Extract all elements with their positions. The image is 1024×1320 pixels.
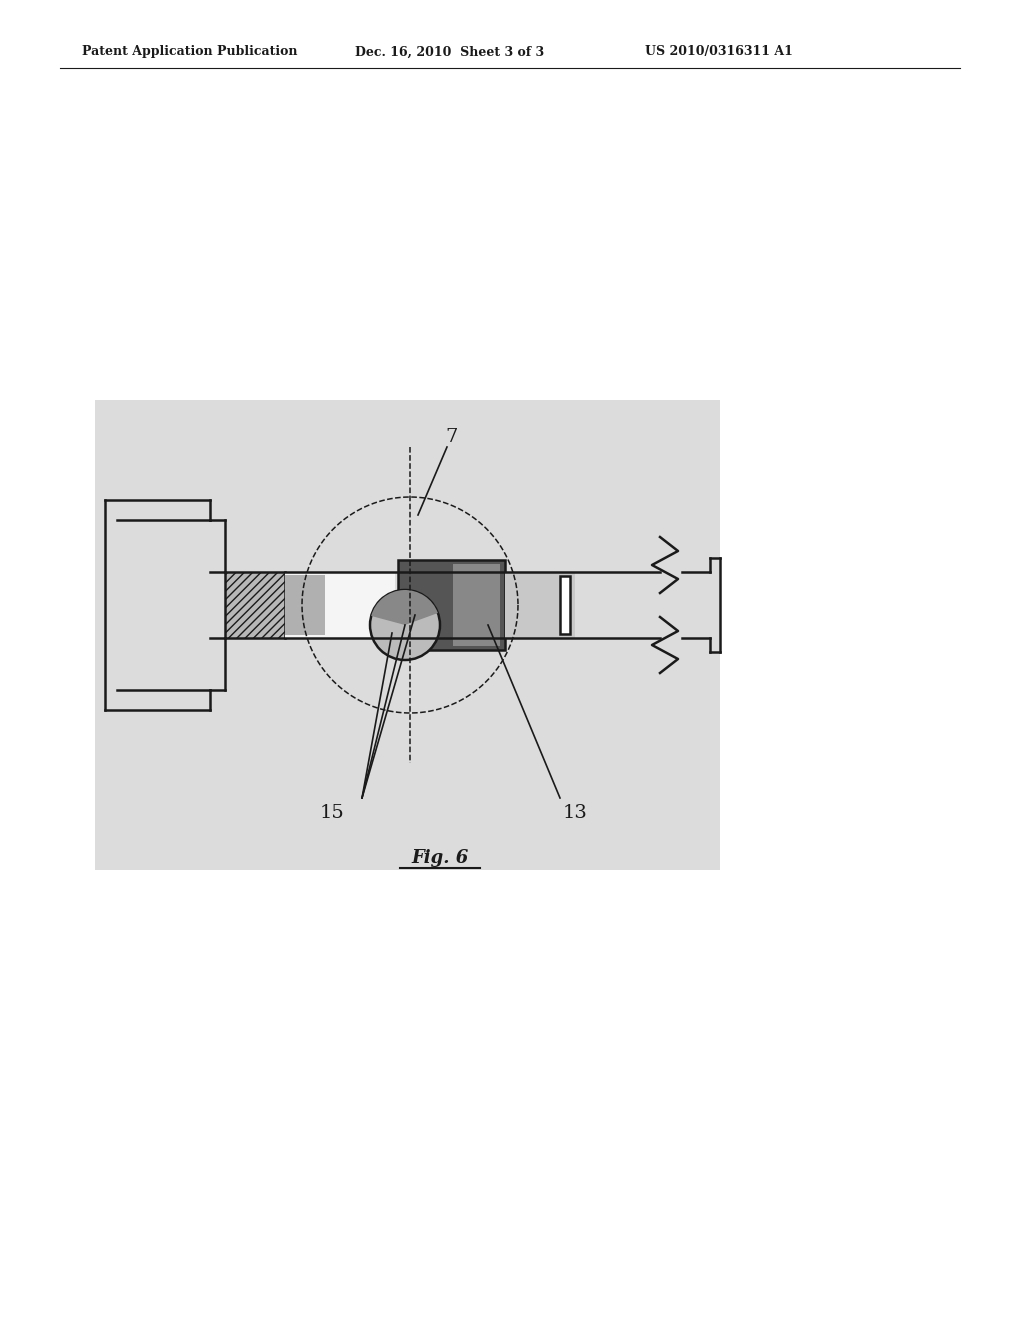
Bar xyxy=(225,572,285,638)
Text: 7: 7 xyxy=(445,428,458,446)
Text: US 2010/0316311 A1: US 2010/0316311 A1 xyxy=(645,45,793,58)
Text: Dec. 16, 2010  Sheet 3 of 3: Dec. 16, 2010 Sheet 3 of 3 xyxy=(355,45,544,58)
Bar xyxy=(95,400,720,870)
Bar xyxy=(400,598,420,620)
Bar xyxy=(560,576,570,634)
Bar xyxy=(453,564,500,645)
Wedge shape xyxy=(371,590,438,624)
Text: 13: 13 xyxy=(562,804,588,822)
Bar xyxy=(285,576,325,635)
Bar xyxy=(398,560,505,649)
Circle shape xyxy=(370,590,440,660)
Text: Patent Application Publication: Patent Application Publication xyxy=(82,45,298,58)
Bar xyxy=(505,572,575,638)
Text: Fig. 6: Fig. 6 xyxy=(412,849,469,867)
Bar xyxy=(285,572,395,638)
Text: 15: 15 xyxy=(319,804,344,822)
